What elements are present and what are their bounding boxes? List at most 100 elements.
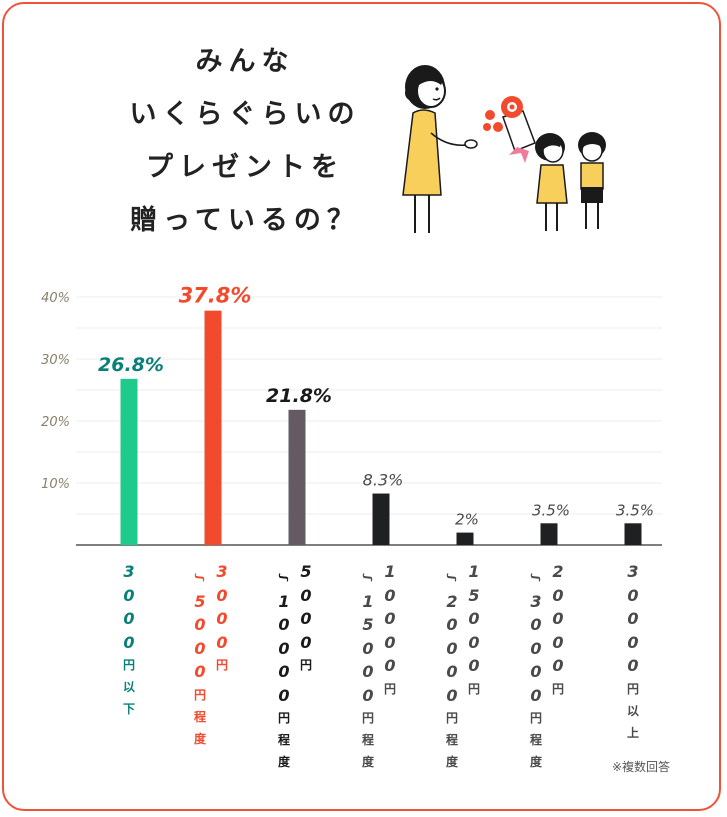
category-char: 5 [362, 615, 374, 634]
category-char: 度 [529, 755, 542, 769]
category-label-1: 3 0 0 0 円以下 [116, 560, 142, 720]
category-char: 円 [445, 711, 458, 725]
category-label-5-to: ∫ 2 0 0 0 0 円程度 [439, 566, 465, 773]
category-char: 0 [627, 632, 639, 652]
value-label-2: 37.8% [179, 284, 252, 308]
category-char: 程 [361, 733, 374, 747]
category-char: 3 [216, 562, 228, 581]
category-char: 円 [383, 681, 396, 696]
bar-7 [624, 523, 642, 545]
category-char: 度 [277, 755, 290, 769]
y-tick-label: 40% [41, 291, 70, 306]
category-char: 円 [467, 681, 480, 696]
category-char: 5 [194, 591, 206, 611]
title-line-2: いくらぐらいの [129, 99, 361, 130]
category-char: 0 [468, 656, 480, 675]
title-line-3: プレゼントを [146, 152, 344, 183]
category-char: 3 [627, 562, 639, 581]
category-char: 0 [300, 585, 312, 605]
category-char: 0 [384, 585, 396, 605]
category-char: 0 [362, 685, 374, 705]
y-tick-label: 30% [41, 353, 70, 368]
category-char: 円 [529, 711, 542, 725]
bar-4 [372, 493, 390, 545]
category-char: 0 [216, 585, 228, 605]
category-char: 0 [552, 609, 564, 628]
category-char: 3 [530, 591, 542, 611]
category-char: 程 [193, 709, 206, 724]
category-char: 0 [627, 609, 639, 628]
title-line-1: みんな [195, 46, 295, 77]
category-label-2-from: 3 0 0 0 円 [209, 560, 235, 676]
category-char: 度 [193, 731, 206, 746]
category-char: 上 [626, 725, 639, 740]
category-char: 0 [530, 615, 542, 634]
category-char: 度 [445, 755, 458, 769]
bar-1 [120, 378, 138, 545]
category-char: 程 [445, 733, 458, 747]
category-char: 円 [215, 658, 228, 672]
category-char: 0 [278, 662, 290, 681]
value-label-5: 2% [455, 511, 479, 529]
bar-5 [456, 532, 474, 545]
value-label-1: 26.8% [98, 354, 164, 376]
category-label-5-from: 1 5 0 0 0 円 [461, 560, 487, 700]
category-char: 1 [278, 591, 290, 611]
category-char: 1 [468, 562, 480, 581]
category-char: ∫ [362, 572, 374, 583]
category-char: 下 [122, 702, 135, 716]
category-char: ∫ [194, 572, 206, 583]
category-char: 0 [362, 638, 374, 658]
category-char: 0 [194, 662, 206, 681]
category-char: 5 [468, 585, 480, 605]
category-char: ∫ [278, 572, 290, 583]
category-char: 0 [530, 685, 542, 705]
footnote: ※複数回答 [612, 760, 671, 774]
category-char: 0 [530, 638, 542, 658]
category-char: 円 [626, 681, 639, 696]
girl-figure [535, 133, 568, 231]
category-label-4-to: ∫ 1 5 0 0 0 円程度 [355, 566, 381, 773]
category-char: 0 [530, 662, 542, 681]
value-label-7: 3.5% [616, 501, 654, 519]
category-char: 程 [529, 733, 542, 747]
category-char: 以 [122, 680, 135, 694]
category-char: 0 [216, 609, 228, 628]
mother-figure [402, 65, 478, 233]
category-label-2-to: ∫ 5 0 0 0 円程度 [187, 566, 213, 750]
value-label-3: 21.8% [266, 385, 332, 407]
category-char: 円 [193, 687, 206, 702]
category-char: 円 [122, 658, 135, 672]
y-tick-label: 20% [41, 415, 70, 430]
y-tick-label: 10% [41, 477, 70, 492]
category-label-3-to: ∫ 1 0 0 0 0 円程度 [271, 566, 297, 773]
category-label-6-from: 2 0 0 0 0 円 [545, 560, 571, 700]
category-label-4-from: 1 0 0 0 0 円 [377, 560, 403, 700]
category-char: 円 [277, 711, 290, 725]
category-char: 程 [277, 733, 290, 747]
category-char: 0 [468, 609, 480, 628]
category-char: 0 [300, 609, 312, 628]
category-char: 0 [627, 585, 639, 605]
category-char: 0 [384, 632, 396, 652]
category-char: 0 [446, 662, 458, 681]
title-line-4: 贈っているの？ [130, 205, 360, 236]
category-char: 0 [552, 632, 564, 652]
category-label-3-from: 5 0 0 0 円 [293, 560, 319, 676]
category-label-7: 3 0 0 0 0 円以上 [620, 560, 646, 744]
category-char: 1 [384, 562, 396, 581]
category-char: 0 [384, 609, 396, 628]
category-char: 0 [468, 632, 480, 652]
category-char: 0 [194, 638, 206, 658]
category-char: 0 [194, 615, 206, 634]
category-char: 0 [446, 685, 458, 705]
category-char: 0 [446, 615, 458, 634]
category-char: ∫ [530, 572, 542, 583]
category-char: 0 [552, 656, 564, 675]
value-label-6: 3.5% [532, 501, 570, 519]
category-char: 0 [446, 638, 458, 658]
mother-children-bouquet-illustration [402, 65, 606, 233]
bouquet [483, 96, 536, 163]
category-label-6-to: ∫ 3 0 0 0 0 円程度 [523, 566, 549, 773]
